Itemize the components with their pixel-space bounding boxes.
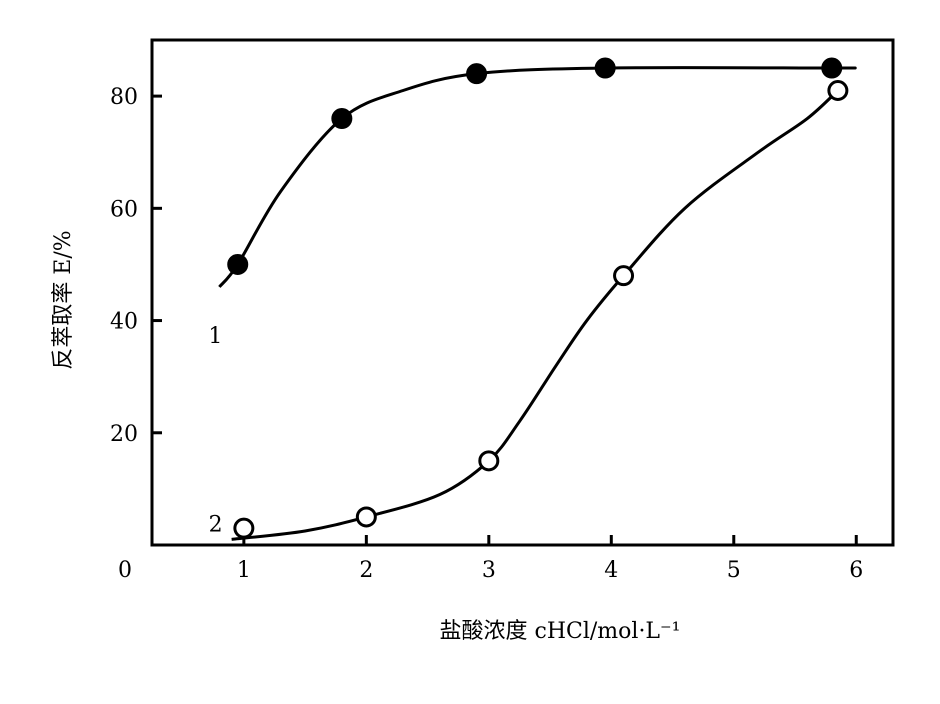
plot-frame: [150, 38, 895, 547]
series-1-point: [594, 57, 616, 79]
x-tick-label: 3: [482, 558, 496, 583]
series-2-point: [827, 80, 849, 101]
series-1-point: [227, 253, 249, 275]
y-axis-title: 反萃取率 E/%: [51, 230, 76, 369]
y-tick-label: 60: [110, 197, 138, 222]
series-1-line: [218, 66, 857, 288]
series-2-point: [355, 506, 377, 528]
series-2-label: 2: [209, 512, 223, 537]
series-2-point: [233, 517, 255, 539]
x-axis-title: 盐酸浓度 cHCl/mol·L⁻¹: [440, 619, 681, 644]
series-2-point: [478, 450, 500, 472]
series-1-label: 1: [208, 324, 222, 349]
series-markers: [227, 57, 849, 539]
origin-label: 0: [118, 558, 132, 583]
series-1-point: [821, 57, 843, 79]
y-tick-label: 20: [110, 422, 138, 447]
series-1-point: [466, 63, 488, 85]
tick-marks: [152, 94, 858, 545]
series-2-line: [231, 89, 839, 541]
y-tick-label: 40: [110, 310, 138, 335]
x-tick-label: 5: [727, 558, 741, 583]
x-tick-label: 6: [849, 558, 863, 583]
series-1-point: [331, 108, 353, 130]
series-2-point: [613, 265, 635, 287]
x-tick-label: 1: [237, 558, 251, 583]
y-tick-label: 80: [110, 85, 138, 110]
x-tick-label: 2: [359, 558, 373, 583]
x-tick-label: 4: [604, 558, 618, 583]
series-curves: [218, 66, 857, 541]
